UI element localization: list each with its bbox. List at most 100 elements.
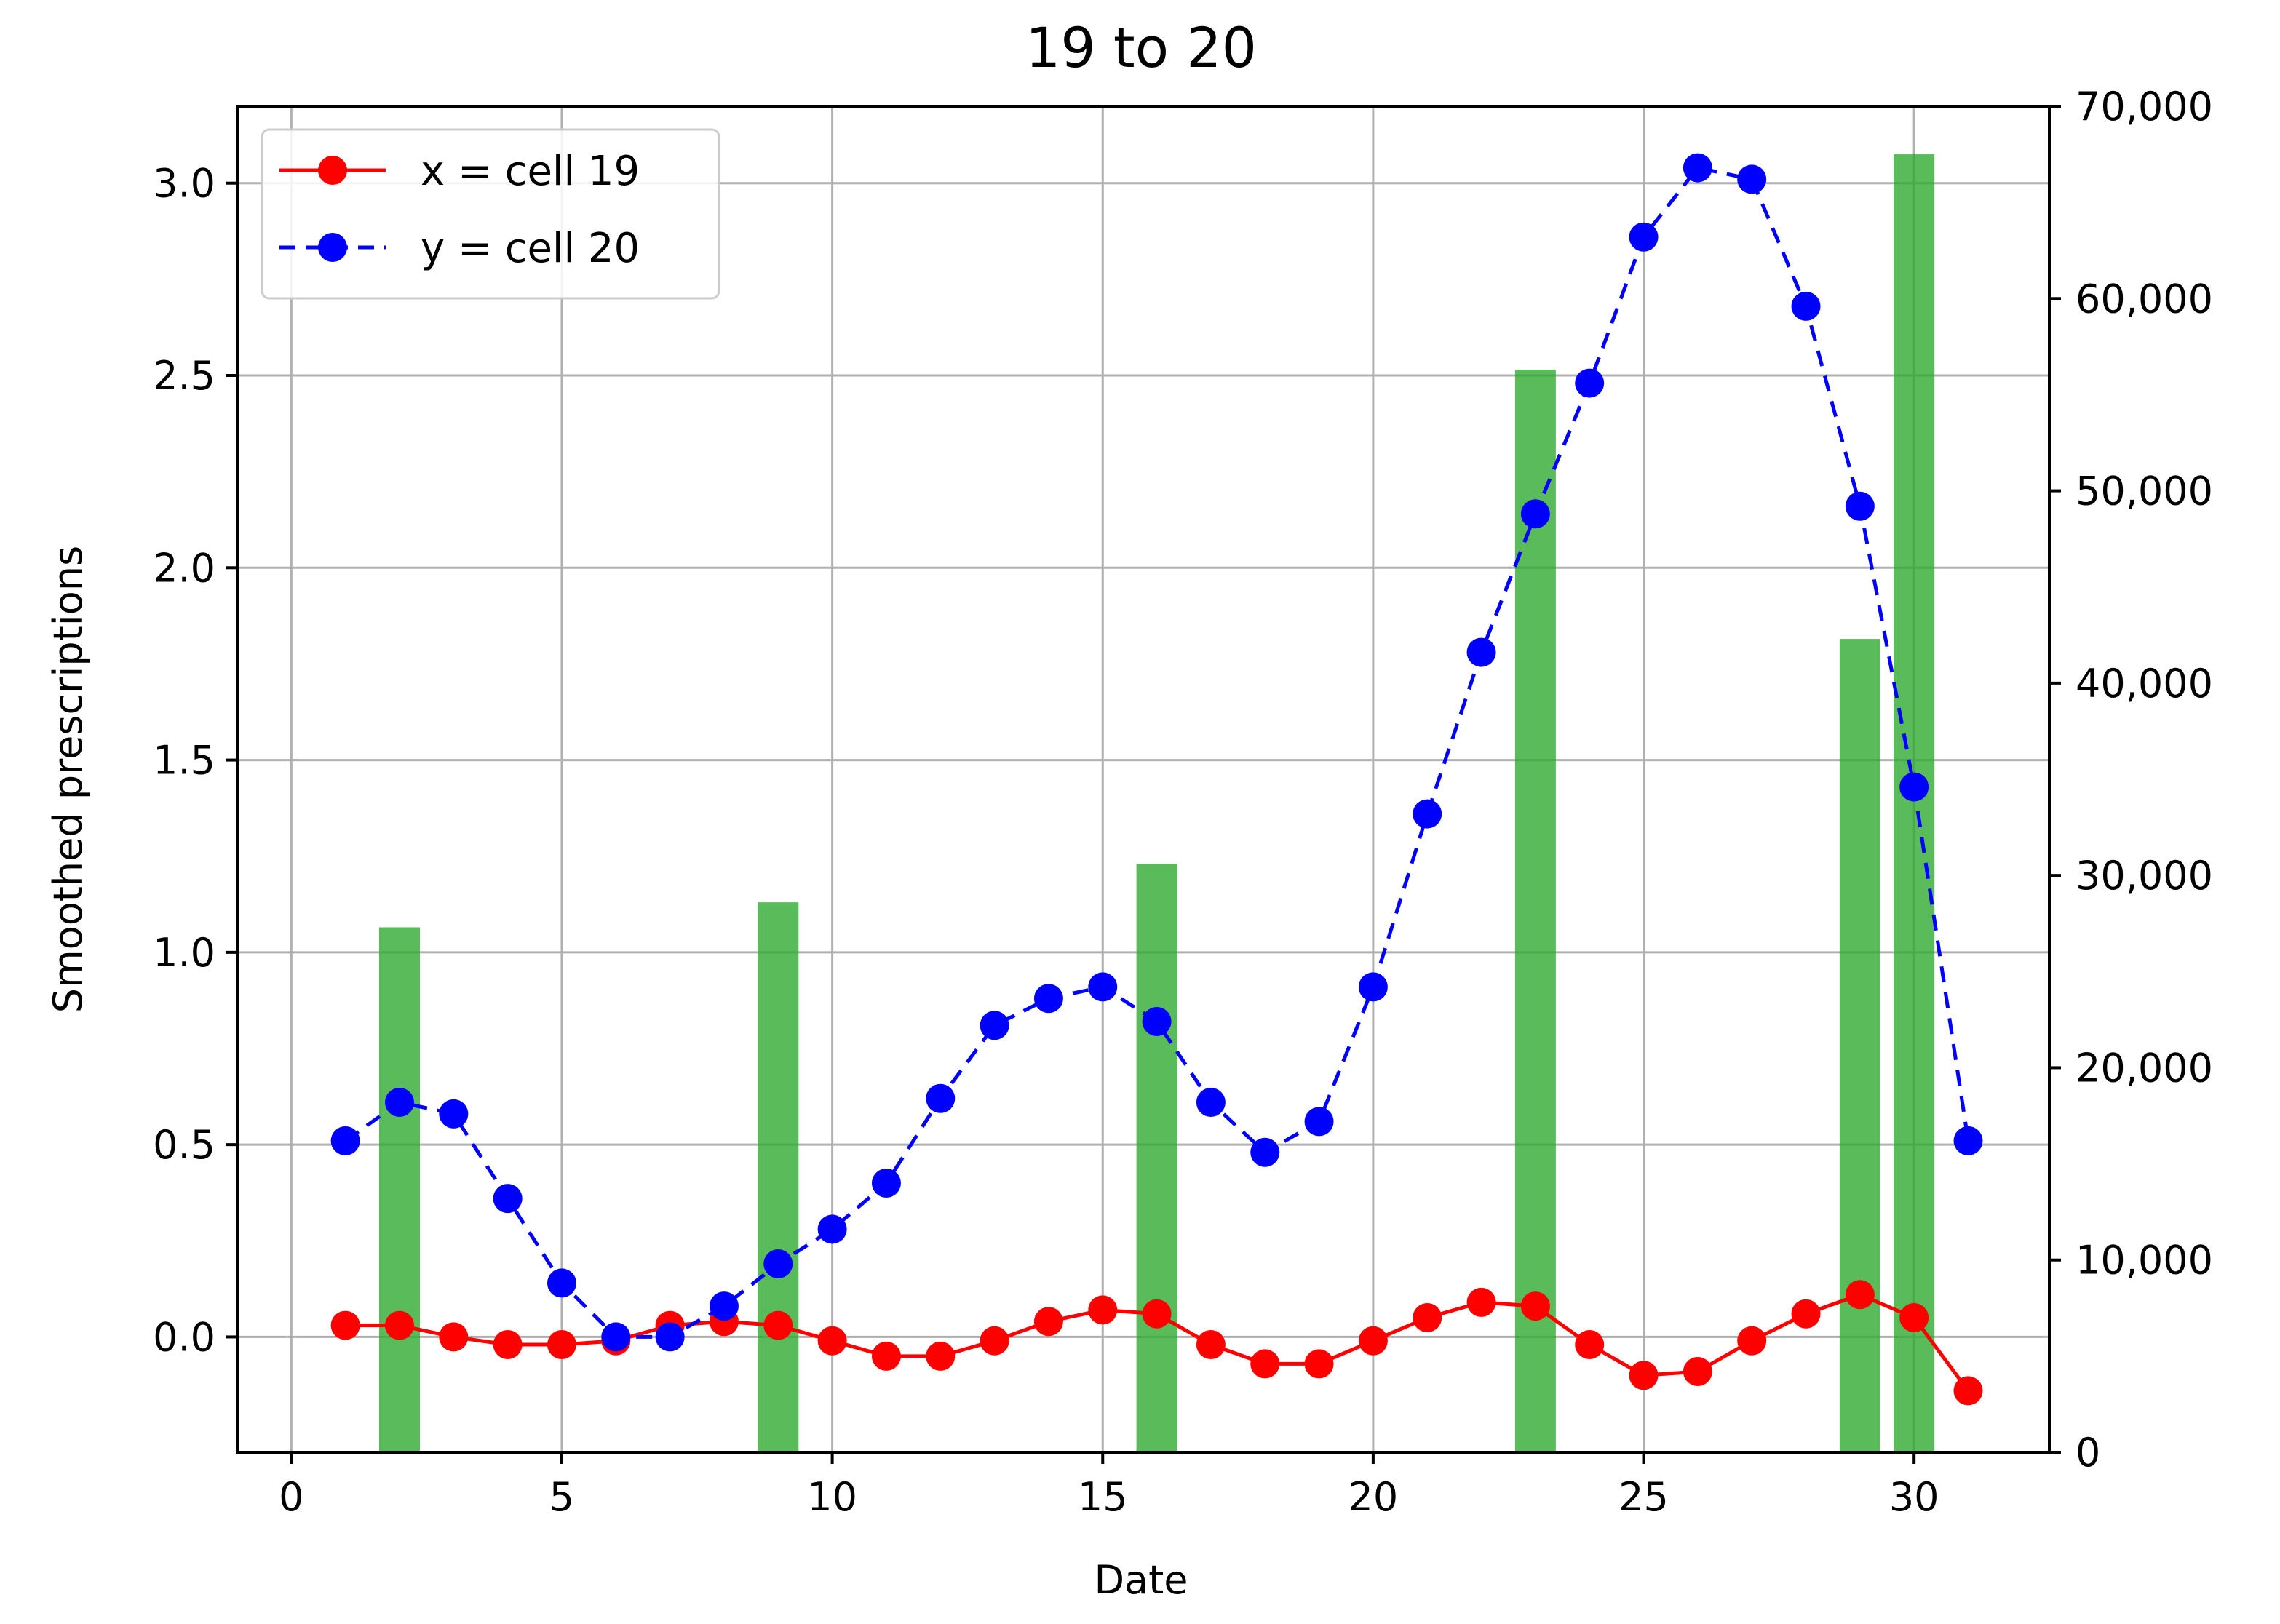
bar [1136,864,1177,1452]
y-tick-label: 1.5 [153,738,215,784]
data-point [330,1126,360,1155]
data-point [1791,291,1821,321]
data-point [1575,368,1605,398]
data-point [547,1330,576,1359]
data-point [1520,499,1550,529]
data-point [1953,1126,1983,1155]
y2-tick-label: 10,000 [2076,1238,2213,1283]
x-tick-label: 15 [1078,1474,1128,1520]
data-point [1683,1357,1712,1386]
data-point [1250,1137,1280,1167]
x-tick-label: 0 [279,1474,303,1520]
data-point [1196,1330,1226,1359]
y-tick-label: 0.0 [153,1314,215,1360]
legend-marker-cell-20 [318,233,347,262]
data-point [763,1310,793,1340]
data-point [817,1326,847,1356]
data-point [547,1268,576,1298]
data-point [1466,1287,1496,1317]
y2-tick-label: 0 [2076,1430,2100,1476]
x-tick-label: 25 [1618,1474,1669,1520]
data-point [1304,1349,1334,1379]
data-point [763,1249,793,1278]
data-point [1629,222,1659,252]
data-point [1413,1303,1442,1332]
data-point [1629,1361,1659,1390]
y2-tick-label: 50,000 [2076,469,2213,514]
bar [758,902,799,1452]
legend-label-cell-20: y = cell 20 [421,225,640,272]
y2-tick-label: 60,000 [2076,276,2213,322]
data-point [926,1083,956,1113]
data-point [493,1330,523,1359]
bar [1514,370,1556,1453]
data-point [439,1099,469,1129]
data-point [1466,637,1496,667]
data-point [439,1322,469,1352]
data-point [1737,164,1767,194]
data-point [1683,153,1712,183]
data-point [1899,772,1929,802]
data-point [1088,972,1118,1002]
data-point [709,1291,739,1321]
data-point [1033,1307,1063,1337]
x-axis-title: Date [1094,1557,1188,1603]
x-tick-label: 10 [807,1474,857,1520]
data-point [601,1322,631,1352]
data-point [1358,972,1388,1002]
data-point [1142,1007,1172,1036]
data-point [1088,1295,1118,1325]
legend-label-cell-19: x = cell 19 [421,148,640,195]
data-point [980,1011,1009,1040]
legend-marker-cell-19 [318,156,347,185]
bar [1839,639,1880,1452]
data-point [493,1184,523,1214]
y-tick-label: 2.5 [153,353,215,399]
bar [1894,154,1935,1453]
bar [378,927,420,1452]
data-point [1358,1326,1388,1356]
x-tick-label: 5 [549,1474,574,1520]
data-point [655,1322,685,1352]
data-point [1737,1326,1767,1356]
data-point [1304,1107,1334,1137]
data-point [1791,1299,1821,1329]
y2-tick-label: 20,000 [2076,1045,2213,1091]
data-point [1520,1291,1550,1321]
data-point [1142,1299,1172,1329]
y2-tick-label: 30,000 [2076,853,2213,899]
ticks: 0 5 10 15 20 25 30 0.0 0.5 1.0 1.5 2.0 2.5 3.0 0 10,000… [153,84,2213,1520]
data-point [1196,1088,1226,1117]
data-point [1250,1349,1280,1379]
data-point [817,1214,847,1244]
legend: x = cell 19 y = cell 20 [261,128,720,300]
data-point [980,1326,1009,1356]
data-point [330,1310,360,1340]
y-tick-label: 1.0 [153,930,215,976]
data-point [1413,799,1442,829]
y2-tick-label: 40,000 [2076,661,2213,706]
y-tick-label: 3.0 [153,161,215,207]
data-point [384,1310,414,1340]
x-tick-label: 20 [1348,1474,1399,1520]
data-point [1899,1303,1929,1332]
data-point [1845,491,1875,521]
y2-tick-label: 70,000 [2076,84,2213,130]
data-point [1033,984,1063,1014]
line-series [330,153,1983,1406]
y-tick-label: 2.0 [153,545,215,591]
x-tick-label: 30 [1889,1474,1939,1520]
data-point [871,1341,901,1371]
plot-frame [236,105,2051,1454]
data-point [871,1169,901,1198]
y-tick-label: 0.5 [153,1122,215,1168]
data-point [926,1341,956,1371]
data-point [384,1088,414,1117]
data-point [1845,1280,1875,1310]
data-point [1953,1376,1983,1406]
bar-series [378,154,1935,1453]
chart-title: 19 to 20 [1025,15,1257,80]
data-point [1575,1330,1605,1359]
